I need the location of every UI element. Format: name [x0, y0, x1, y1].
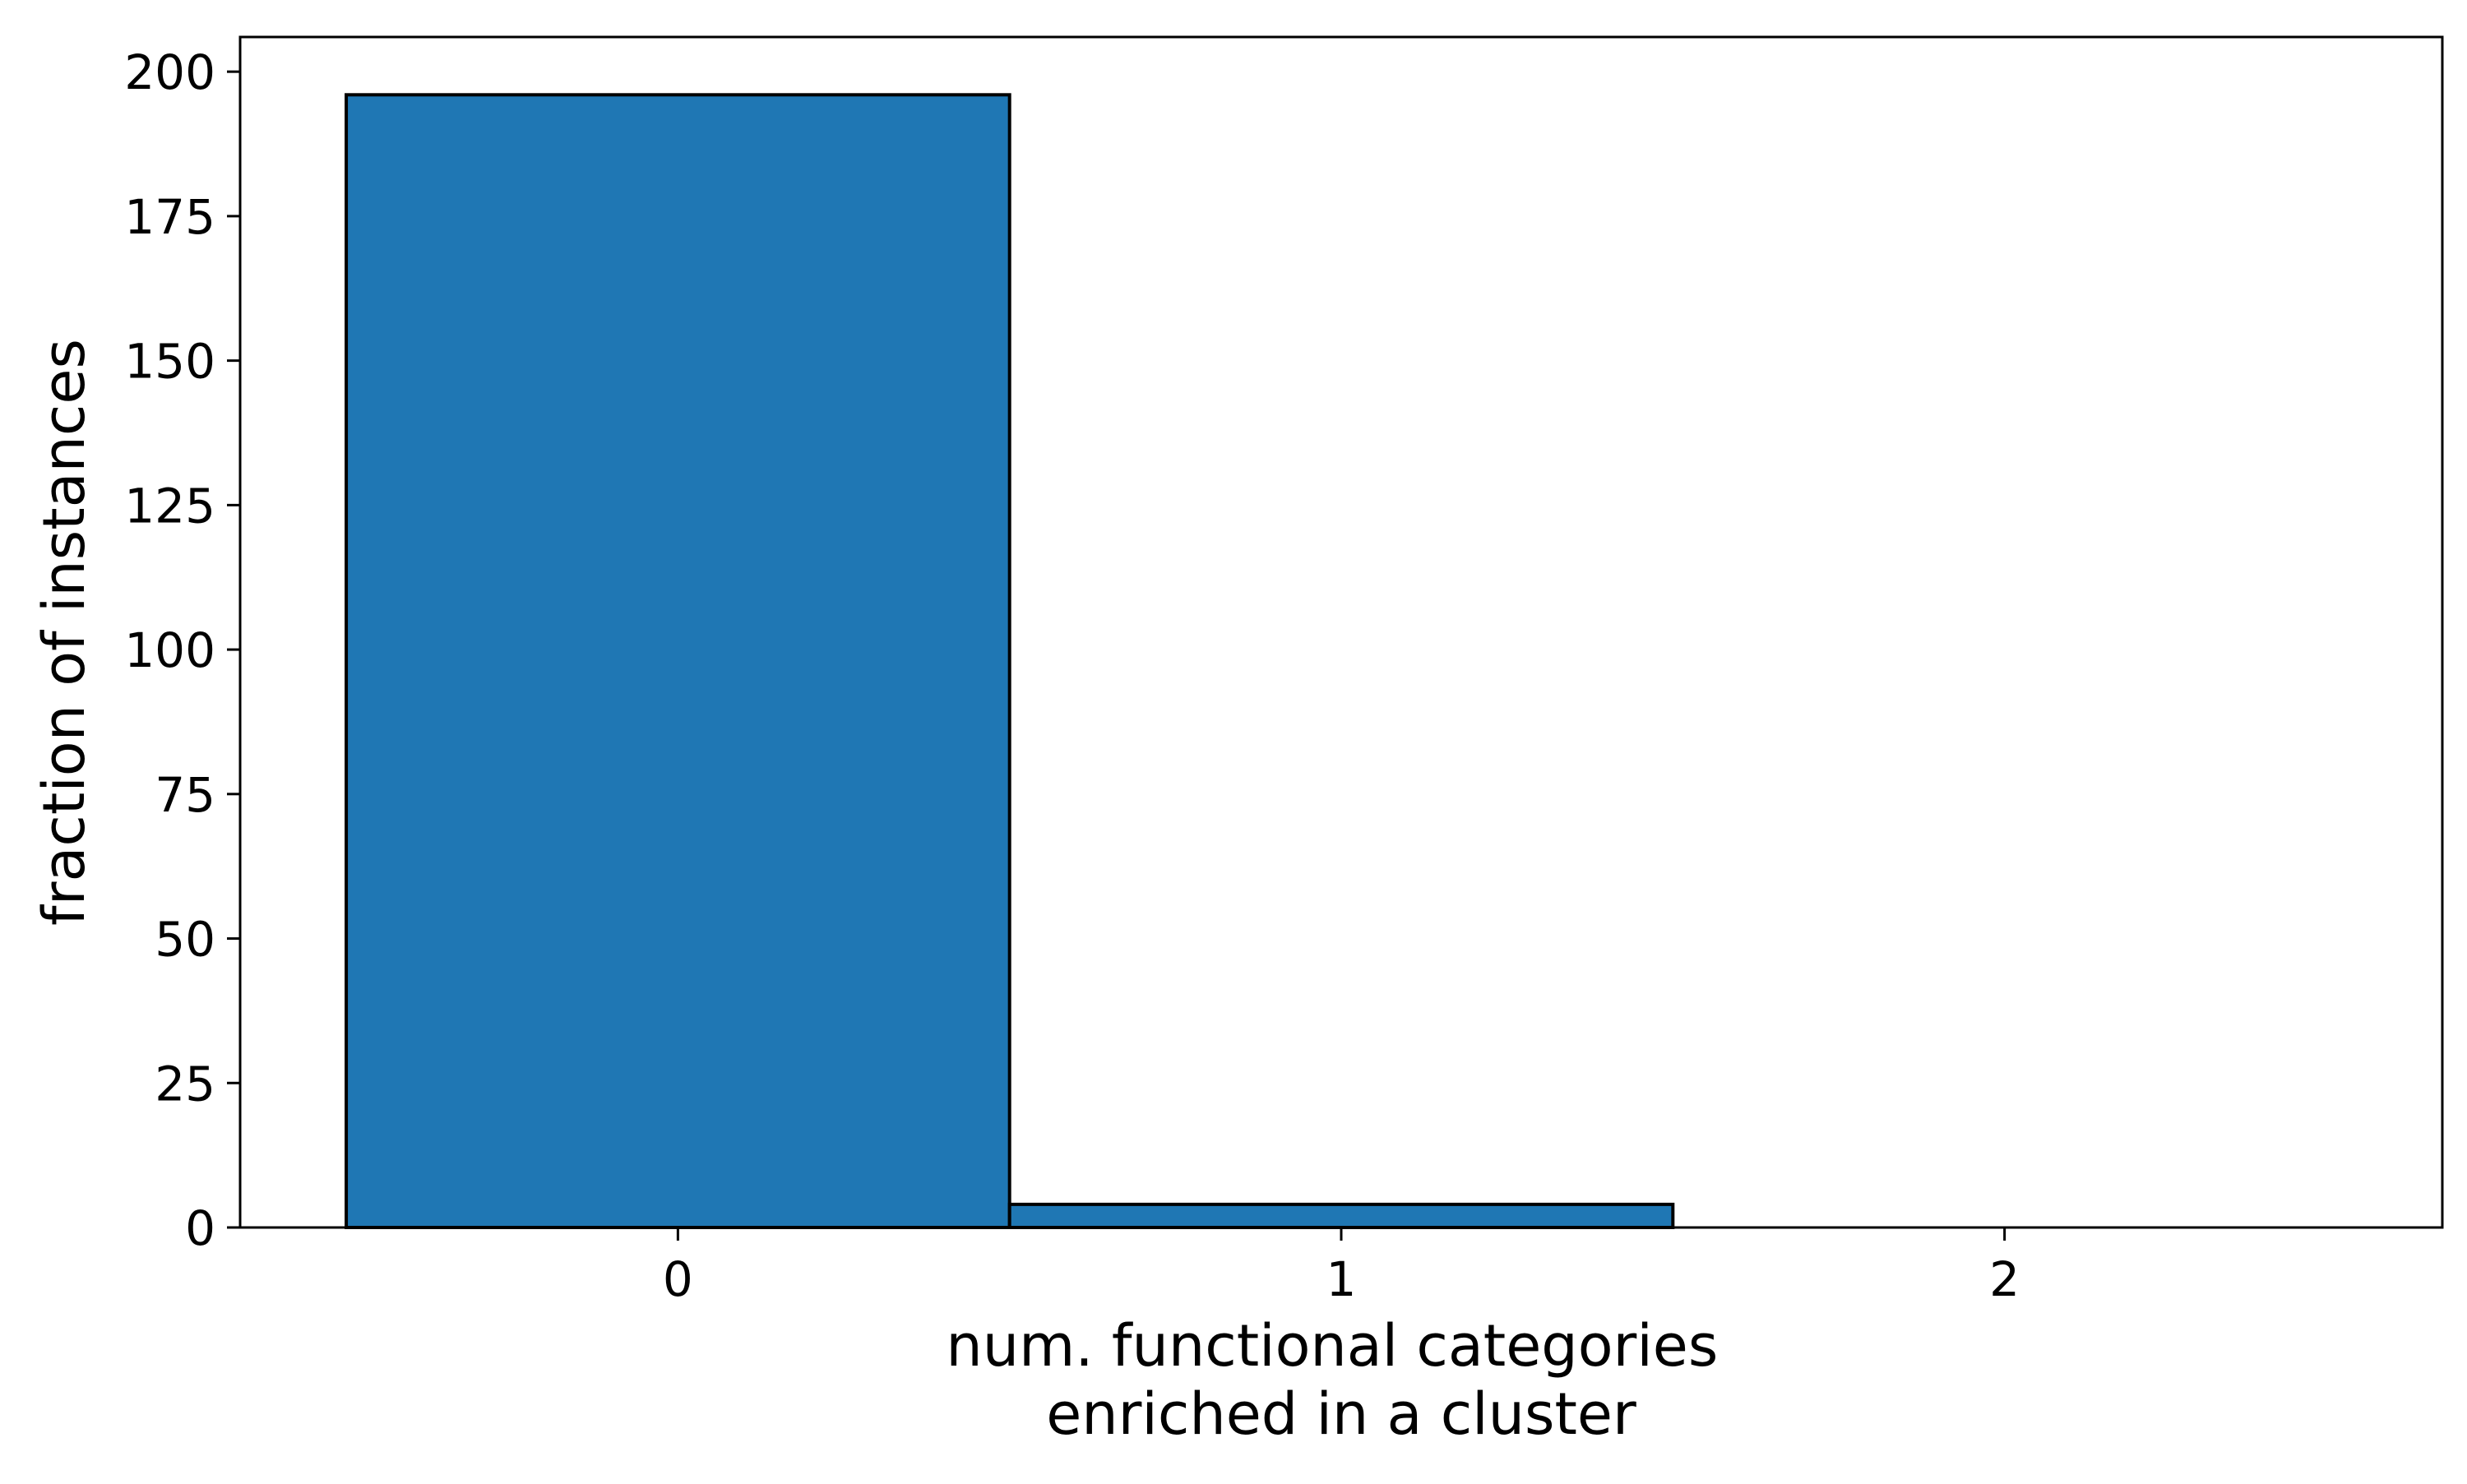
y-tick-label: 50 — [155, 912, 215, 968]
x-tick-label: 1 — [1326, 1251, 1357, 1307]
x-tick-label: 0 — [663, 1251, 693, 1307]
bars-layer — [345, 93, 1675, 1230]
y-axis-title: fraction of instances — [30, 339, 98, 926]
x-tick-label: 2 — [1989, 1251, 2020, 1307]
x-axis: 0 1 2 — [663, 1227, 2020, 1307]
y-tick-label: 25 — [155, 1056, 215, 1112]
y-tick-label: 0 — [185, 1200, 215, 1256]
y-tick-label: 125 — [124, 478, 215, 534]
y-tick-label: 200 — [124, 44, 215, 100]
x-axis-title-line-2: enriched in a cluster — [1046, 1380, 1636, 1448]
y-tick-label: 150 — [124, 334, 215, 390]
bar-0 — [345, 93, 1011, 1229]
y-tick-label: 100 — [124, 622, 215, 678]
y-axis: 0 25 50 75 100 125 150 175 200 — [124, 44, 240, 1256]
y-tick-label: 75 — [155, 767, 215, 823]
bar-1 — [1007, 1202, 1675, 1230]
x-axis-title-line-1: num. functional categories — [946, 1312, 1718, 1380]
y-tick-label: 175 — [124, 189, 215, 245]
x-axis-title: num. functional categories enriched in a… — [946, 1312, 1736, 1448]
